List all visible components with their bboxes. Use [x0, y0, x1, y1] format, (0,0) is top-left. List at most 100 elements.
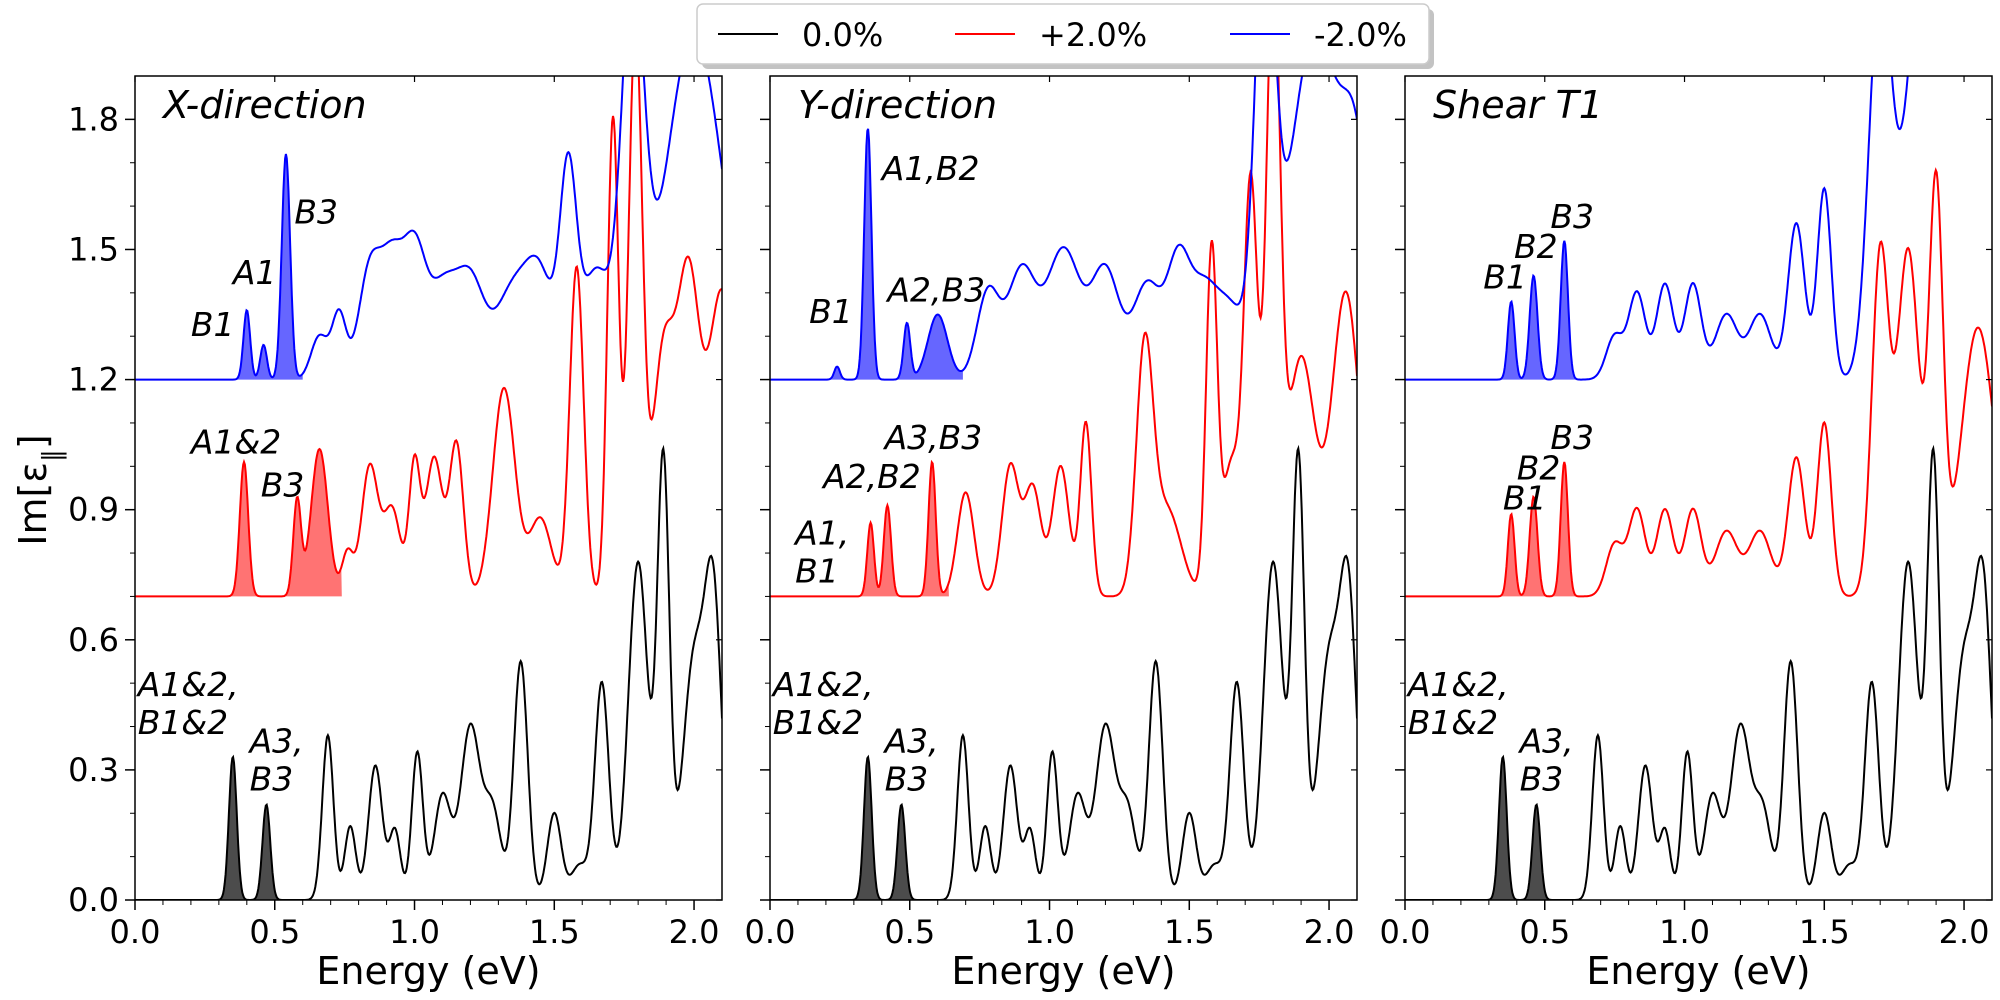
- annotation-line: A1&2,: [771, 665, 874, 704]
- annotation-line: A1,: [793, 513, 849, 552]
- annotation-line: B1&2: [138, 703, 228, 742]
- plot-area: [770, 76, 1357, 900]
- annotation-line: B2: [1514, 227, 1558, 266]
- series-line-+2.0%: [770, 76, 1357, 598]
- legend: 0.0% +2.0% -2.0%: [696, 3, 1434, 69]
- annotation: A1&2: [189, 422, 281, 461]
- ylabel-main: Im[ε: [11, 462, 55, 546]
- x-tick-label: 1.5: [529, 913, 580, 951]
- annotation: B3: [1550, 418, 1594, 457]
- annotation: B1: [1483, 258, 1527, 297]
- series-line-0.0%: [135, 444, 722, 900]
- y-tick-label: 1.8: [68, 100, 119, 138]
- annotation-line: A1: [231, 253, 277, 292]
- fill-+2.0%: [1497, 462, 1582, 597]
- x-tick-label: 2.0: [1304, 913, 1355, 951]
- annotation-line: B3: [1520, 760, 1564, 799]
- series-line--2.0%: [1405, 76, 1909, 381]
- series-line-+2.0%: [135, 76, 722, 598]
- annotation-line: B3: [1550, 418, 1594, 457]
- plot-area: [135, 76, 722, 900]
- axes-frame: [1404, 75, 1993, 901]
- x-tick-label: 0.0: [1380, 913, 1431, 951]
- annotation-line: A2,B3: [885, 271, 985, 310]
- fill-0.0%: [218, 757, 281, 900]
- x-axis-label: Energy (eV): [316, 949, 540, 993]
- annotation-line: B1: [191, 305, 235, 344]
- annotation: A3,B3: [1518, 722, 1574, 799]
- annotation-line: B1: [1503, 479, 1547, 518]
- annotation-line: B1&2: [773, 703, 863, 742]
- annotation-line: A3,: [883, 722, 939, 761]
- annotation: B1: [191, 305, 235, 344]
- annotation-line: B1: [809, 292, 853, 331]
- annotation: A3,B3: [248, 722, 304, 799]
- y-tick-label: 0.9: [68, 491, 119, 529]
- x-tick-label: 2.0: [669, 913, 720, 951]
- annotation-line: A3,B3: [883, 418, 983, 457]
- x-tick-label: 1.0: [1659, 913, 1710, 951]
- annotation-line: B3: [261, 466, 305, 505]
- annotation: B3: [1550, 197, 1594, 236]
- axes-frame: [769, 75, 1358, 901]
- panel-title: X-direction: [161, 83, 367, 127]
- annotation-line: A1&2: [189, 422, 281, 461]
- y-tick-label: 0.3: [68, 751, 119, 789]
- annotation: B1: [1503, 479, 1547, 518]
- annotation: B3: [261, 466, 305, 505]
- annotation-line: A2,B2: [821, 457, 921, 496]
- annotation-line: A3,: [1518, 722, 1574, 761]
- ylabel-sub: ∥: [38, 449, 68, 462]
- fill-0.0%: [853, 757, 916, 900]
- legend-box: [696, 3, 1430, 65]
- x-tick-label: 0.5: [884, 913, 935, 951]
- panel-title: Shear T1: [1433, 83, 1603, 127]
- annotation-line: B2: [1517, 448, 1561, 487]
- x-tick-label: 0.5: [1519, 913, 1570, 951]
- annotation-line: B3: [250, 760, 294, 799]
- y-tick-label: 0.0: [68, 881, 119, 919]
- annotation: B3: [294, 192, 338, 231]
- annotation: A3,B3: [883, 722, 939, 799]
- annotation: A1,B2: [880, 149, 980, 188]
- y-axis-label: Im[ε∥]: [11, 434, 68, 545]
- x-tick-label: 2.0: [1939, 913, 1990, 951]
- series-line-+2.0%: [1405, 167, 1992, 598]
- fill--2.0%: [825, 128, 963, 380]
- legend-label: 0.0%: [802, 16, 883, 54]
- annotation: A1, B1: [793, 513, 849, 590]
- annotation-line: B3: [294, 192, 338, 231]
- fill-0.0%: [1488, 757, 1551, 900]
- annotation-line: A1&2,: [136, 665, 239, 704]
- ylabel-close: ]: [11, 434, 55, 449]
- axes-frame: [134, 75, 723, 901]
- annotation: A1: [231, 253, 277, 292]
- annotation-line: B1&2: [1408, 703, 1498, 742]
- annotation-line: A3,: [248, 722, 304, 761]
- x-tick-label: 1.5: [1164, 913, 1215, 951]
- series-line-0.0%: [1405, 444, 1992, 900]
- x-axis-label: Energy (eV): [951, 949, 1175, 993]
- annotation: B2: [1514, 227, 1558, 266]
- panel-2: 0.0 0.5 1.0 1.5 2.0 Energy (eV) Y-direction A1&…: [745, 75, 1358, 993]
- panel-title: Y-direction: [798, 83, 997, 127]
- annotation-line: B3: [885, 760, 929, 799]
- legend-label: +2.0%: [1039, 16, 1147, 54]
- x-tick-label: 0.0: [745, 913, 796, 951]
- annotation-line: B3: [1550, 197, 1594, 236]
- series-line-0.0%: [770, 444, 1357, 900]
- annotation-line: B1: [795, 551, 839, 590]
- y-tick-label: 0.6: [68, 621, 119, 659]
- fill--2.0%: [232, 154, 303, 380]
- annotation: A3,B3: [883, 418, 983, 457]
- panels-group: 0.0 0.5 1.0 1.5 2.0 0.0 0.3 0.6 0.9 1.2 1.5 1.8 Ener…: [68, 75, 1993, 993]
- annotation-line: B1: [1483, 258, 1527, 297]
- series-line--2.0%: [135, 76, 722, 381]
- x-tick-label: 0.5: [249, 913, 300, 951]
- x-tick-label: 1.0: [389, 913, 440, 951]
- panel-1: 0.0 0.5 1.0 1.5 2.0 0.0 0.3 0.6 0.9 1.2 1.5 1.8 Ener…: [68, 75, 723, 993]
- annotation: A1&2, B1&2: [771, 665, 874, 742]
- annotation: B1: [809, 292, 853, 331]
